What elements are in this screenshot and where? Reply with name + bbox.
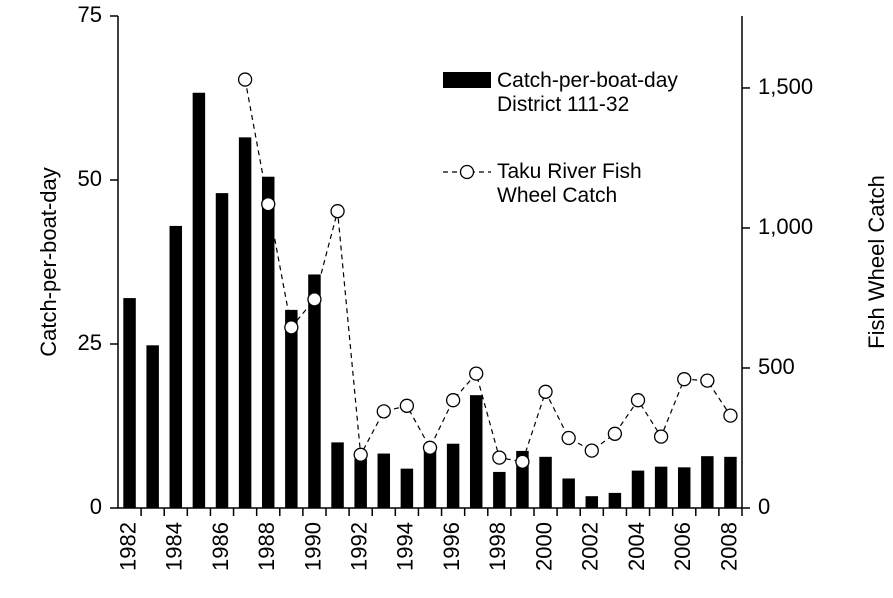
point [561, 430, 576, 446]
bar [261, 176, 275, 508]
point [445, 393, 461, 408]
bar [631, 470, 645, 508]
bar [215, 193, 229, 508]
legend-label: Taku River Fish Wheel Catch [497, 160, 642, 207]
point [399, 398, 415, 413]
y2-axis-label: Fish Wheel Catch [864, 175, 889, 349]
x-tick-label: 1982 [115, 522, 140, 571]
bar [539, 456, 552, 508]
bar [724, 456, 737, 508]
legend-swatch [443, 72, 491, 88]
y2-tick-label: 500 [758, 354, 795, 379]
x-tick-label: 1984 [162, 522, 187, 571]
bar [123, 298, 136, 508]
point [422, 440, 438, 455]
point [653, 429, 669, 444]
bar [469, 395, 483, 508]
x-tick-label: 1990 [300, 522, 325, 571]
bar [677, 467, 691, 508]
bar [146, 345, 159, 508]
y-axis-label: Catch-per-boat-day [36, 167, 61, 357]
x-tick-label: 2000 [531, 522, 556, 571]
point [607, 426, 623, 441]
point [469, 366, 484, 381]
bar [654, 466, 668, 508]
point [677, 372, 692, 387]
y2-tick-label: 1,000 [758, 214, 813, 239]
point [630, 393, 646, 408]
bar [354, 458, 367, 508]
x-tick-label: 2002 [578, 522, 603, 571]
y-tick-label: 25 [78, 330, 102, 355]
y2-tick-label: 1,500 [758, 74, 813, 99]
bar [331, 442, 344, 508]
bar [446, 443, 460, 508]
bar [308, 274, 321, 508]
bar [423, 448, 437, 508]
x-tick-label: 1998 [485, 522, 510, 571]
point [538, 384, 553, 399]
x-tick-label: 1992 [346, 522, 371, 571]
y-tick-label: 50 [78, 166, 102, 191]
point [584, 443, 599, 458]
y2-tick-label: 0 [758, 494, 770, 519]
point [307, 292, 322, 307]
point [723, 408, 738, 423]
point [376, 404, 391, 419]
line [244, 79, 731, 463]
x-tick-label: 1988 [254, 522, 279, 571]
bar [192, 92, 206, 508]
bar [608, 492, 622, 508]
x-tick-label: 2008 [716, 522, 741, 571]
x-tick-label: 1986 [208, 522, 233, 571]
x-tick-label: 1994 [393, 522, 418, 571]
bar [400, 468, 414, 508]
bar [238, 137, 252, 509]
point [492, 450, 507, 465]
x-tick-label: 2004 [624, 522, 649, 571]
bar [585, 496, 599, 508]
bar [562, 478, 575, 508]
y-tick-label: 75 [78, 2, 102, 27]
point [353, 447, 368, 462]
point [700, 373, 715, 388]
point [261, 197, 276, 212]
bar [377, 453, 391, 508]
point [515, 454, 530, 469]
bar [493, 471, 506, 508]
point [284, 320, 299, 335]
legend-label: Catch-per-boat-day District 111-32 [497, 69, 678, 116]
point [330, 204, 345, 219]
bar [169, 225, 183, 509]
bar [285, 309, 298, 508]
legend-marker [459, 164, 475, 180]
x-tick-label: 2006 [670, 522, 695, 571]
x-tick-label: 1996 [439, 522, 464, 571]
point [237, 72, 253, 87]
bar [701, 456, 714, 508]
y-tick-label: 0 [90, 494, 102, 519]
